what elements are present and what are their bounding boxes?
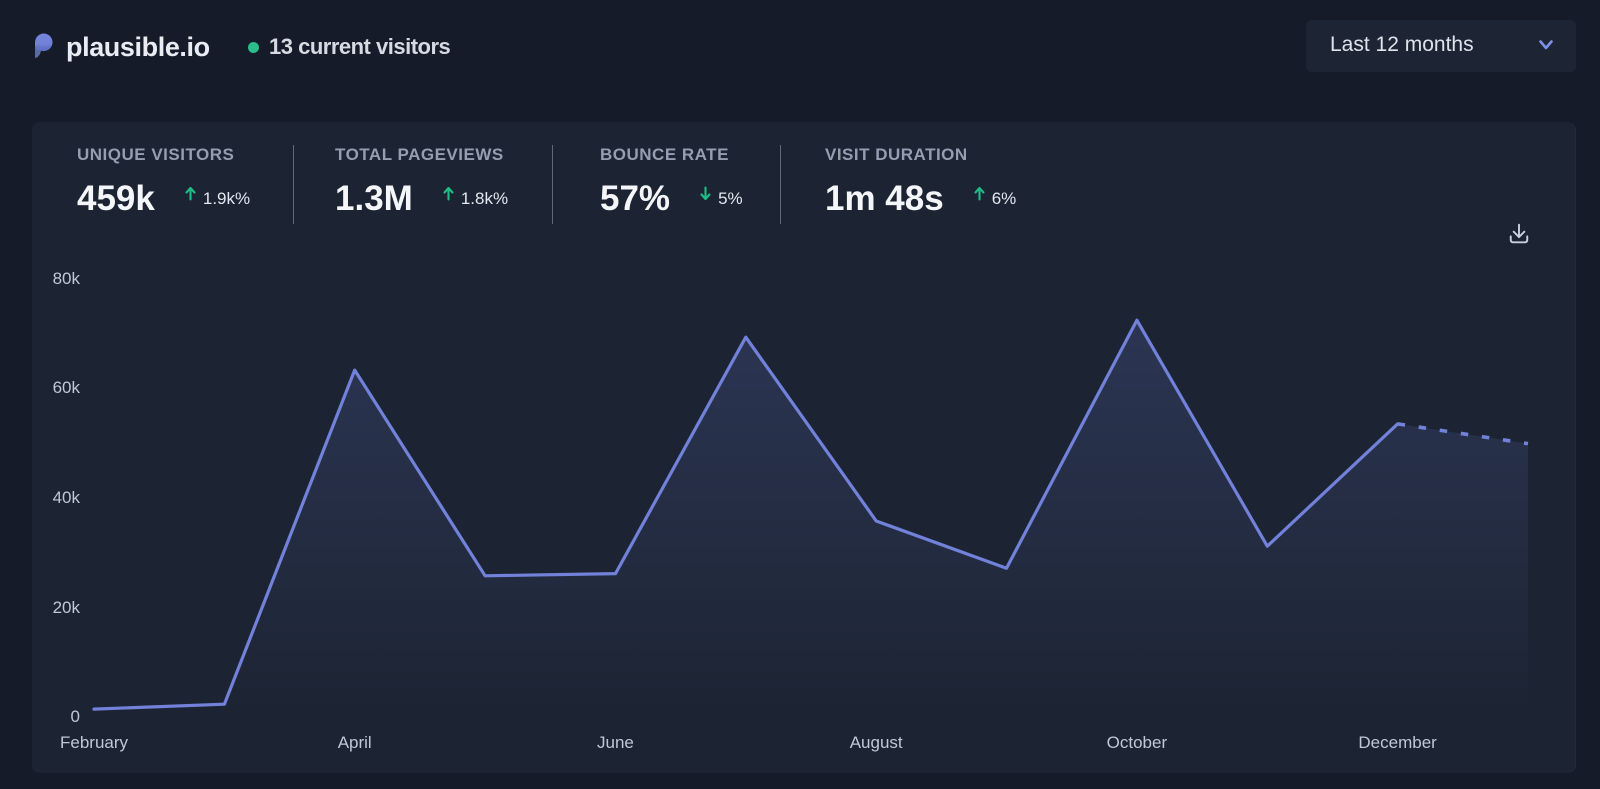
stat-value: 57% xyxy=(600,179,671,218)
stat-total-pageviews[interactable]: TOTAL PAGEVIEWS 1.3M 1.8k% xyxy=(335,145,508,218)
arrow-up-icon xyxy=(974,186,985,201)
period-selector[interactable]: Last 12 months xyxy=(1306,20,1576,72)
stat-change-text: 6% xyxy=(991,189,1017,208)
stat-change-text: 1.9k% xyxy=(202,189,251,208)
x-tick-august: August xyxy=(849,733,903,752)
current-visitors[interactable]: 13 current visitors xyxy=(269,34,451,59)
dashboard-card: UNIQUE VISITORS 459k 1.9k% TOTAL PAGEVIEWS 1… xyxy=(32,122,1576,773)
chevron-down-icon xyxy=(1539,40,1553,50)
period-selector-label: Last 12 months xyxy=(1330,33,1474,56)
x-tick-december: December xyxy=(1358,733,1437,752)
arrow-down-icon xyxy=(700,186,711,201)
stat-change: 1.8k% xyxy=(443,186,509,209)
stat-change: 6% xyxy=(974,186,1017,209)
x-tick-february: February xyxy=(59,733,129,752)
stat-visit-duration[interactable]: VISIT DURATION 1m 48s 6% xyxy=(825,145,1016,218)
stat-label: TOTAL PAGEVIEWS xyxy=(335,145,504,164)
y-tick-40k: 40k xyxy=(52,487,80,507)
stat-label: VISIT DURATION xyxy=(825,145,968,164)
stat-value: 459k xyxy=(77,179,155,218)
stat-label: UNIQUE VISITORS xyxy=(77,145,235,164)
stat-divider xyxy=(552,145,553,224)
stat-change-text: 5% xyxy=(718,189,743,208)
y-tick-80k: 80k xyxy=(52,268,80,288)
arrow-up-icon xyxy=(185,186,196,201)
stat-divider xyxy=(293,145,294,224)
stat-value: 1m 48s xyxy=(825,179,944,218)
site-title: plausible.io xyxy=(66,32,210,62)
x-tick-april: April xyxy=(337,733,372,752)
x-tick-june: June xyxy=(597,733,634,752)
stat-value: 1.3M xyxy=(335,179,413,218)
stat-change-text: 1.8k% xyxy=(460,189,509,208)
y-tick-20k: 20k xyxy=(52,597,80,617)
download-icon[interactable] xyxy=(1508,223,1530,245)
live-dot-icon xyxy=(248,42,259,53)
stat-change: 5% xyxy=(700,186,743,209)
arrow-up-icon xyxy=(443,186,454,201)
stat-unique-visitors[interactable]: UNIQUE VISITORS 459k 1.9k% xyxy=(77,145,250,218)
stat-label: BOUNCE RATE xyxy=(600,145,729,164)
x-tick-october: October xyxy=(1106,733,1168,752)
y-tick-60k: 60k xyxy=(52,378,80,398)
plausible-logo-icon xyxy=(35,33,53,59)
y-tick-0: 0 xyxy=(70,707,80,727)
stat-bounce-rate[interactable]: BOUNCE RATE 57% 5% xyxy=(600,145,743,218)
stat-divider xyxy=(780,145,781,224)
stat-change: 1.9k% xyxy=(185,186,251,209)
